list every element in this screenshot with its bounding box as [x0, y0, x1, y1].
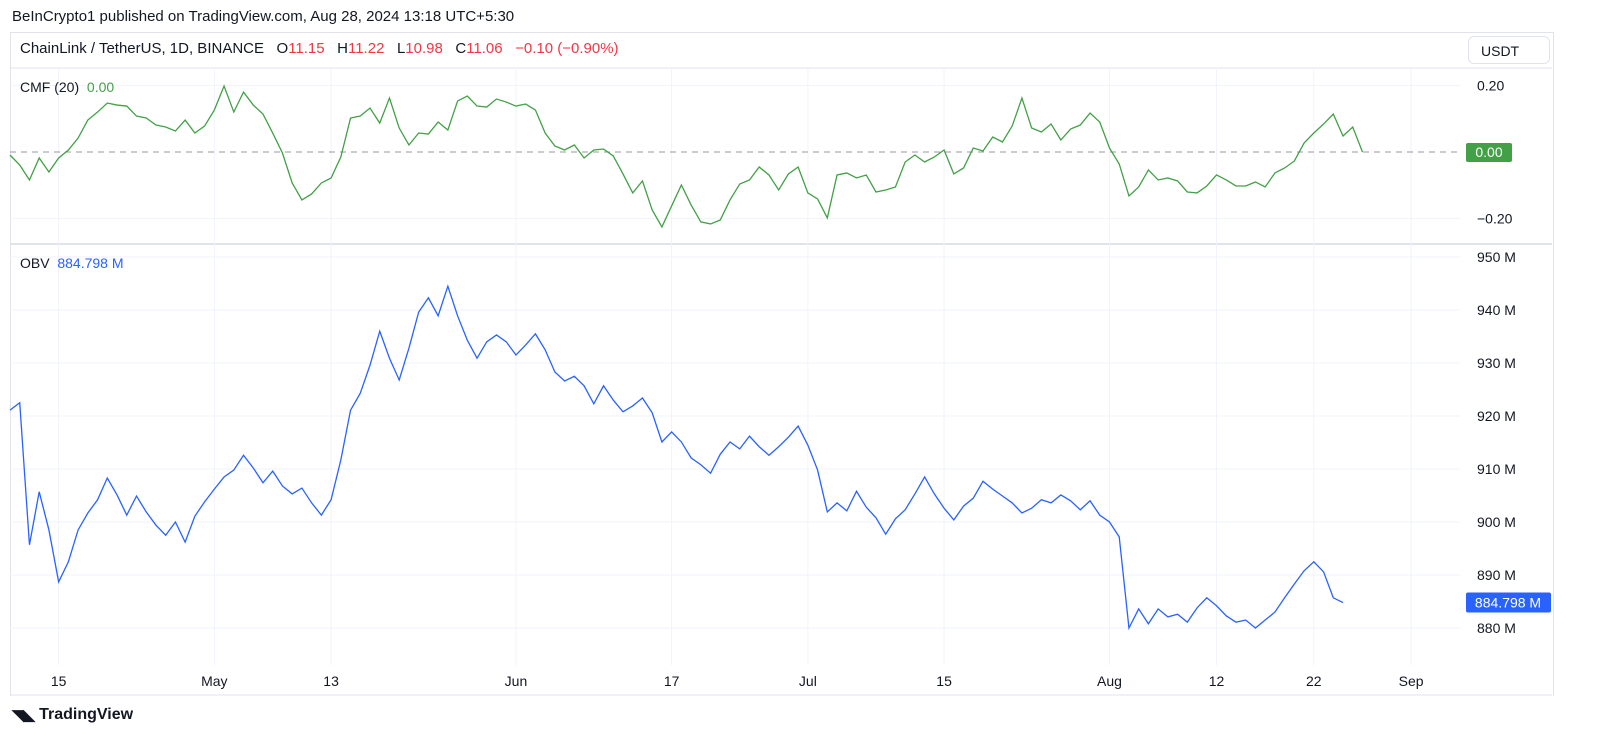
x-tick-label: Aug [1097, 673, 1122, 689]
low-value: 10.98 [405, 40, 443, 57]
obv-y-tick-label: 950 M [1477, 249, 1516, 265]
obv-line [9, 284, 1344, 631]
obv-title: OBV [20, 255, 50, 271]
obv-y-tick-label: 890 M [1477, 567, 1516, 583]
tradingview-logo-icon: ◥◣ [12, 707, 36, 724]
symbol-name[interactable]: ChainLink / TetherUS, 1D, BINANCE [20, 40, 264, 57]
x-tick-label: 15 [51, 673, 67, 689]
obv-y-tick-label: 900 M [1477, 514, 1516, 530]
cmf-legend: CMF (20) 0.00 [20, 79, 114, 95]
symbol-header: ChainLink / TetherUS, 1D, BINANCE O11.15… [20, 40, 619, 57]
cmf-y-tick-label: −0.20 [1477, 211, 1513, 227]
high-label: H [337, 40, 348, 57]
obv-y-tick-label: 930 M [1477, 355, 1516, 371]
currency-button[interactable]: USDT [1468, 36, 1550, 64]
change-value: −0.10 (−0.90%) [515, 40, 619, 57]
x-tick-label: 12 [1209, 673, 1225, 689]
cmf-line [9, 84, 1364, 229]
obv-value-badge [1466, 592, 1551, 613]
x-tick-label: 13 [323, 673, 339, 689]
close-label: C [455, 40, 467, 57]
open-label: O [276, 40, 289, 57]
cmf-y-tick-label: 0.20 [1477, 77, 1504, 93]
x-tick-label: Jun [505, 673, 528, 689]
obv-y-tick-label: 910 M [1477, 461, 1516, 477]
x-tick-label: May [201, 673, 227, 689]
logo-text: TradingView [39, 706, 134, 723]
obv-y-tick-label: 920 M [1477, 408, 1516, 424]
x-tick-label: 22 [1306, 673, 1322, 689]
close-value: 11.06 [466, 40, 503, 57]
obv-value-badge-text: 884.798 M [1475, 595, 1541, 611]
x-tick-label: Jul [799, 673, 817, 689]
obv-value: 884.798 M [57, 255, 124, 271]
cmf-value-badge-text: 0.00 [1475, 144, 1502, 160]
x-tick-label: Sep [1399, 673, 1424, 689]
high-value: 11.22 [347, 40, 385, 57]
tradingview-logo[interactable]: ◥◣ TradingView [12, 706, 133, 724]
x-tick-label: 17 [664, 673, 680, 689]
chart-frame [10, 32, 1554, 696]
obv-legend: OBV 884.798 M [20, 255, 124, 271]
obv-y-tick-label: 880 M [1477, 620, 1516, 636]
obv-y-tick-label: 940 M [1477, 302, 1516, 318]
cmf-title: CMF (20) [20, 79, 80, 95]
cmf-value: 0.00 [86, 79, 115, 95]
publisher-line: BeInCrypto1 published on TradingView.com… [12, 8, 515, 25]
low-label: L [396, 40, 406, 57]
open-value: 11.15 [288, 40, 325, 57]
x-tick-label: 15 [936, 673, 952, 689]
cmf-value-badge [1466, 143, 1512, 162]
